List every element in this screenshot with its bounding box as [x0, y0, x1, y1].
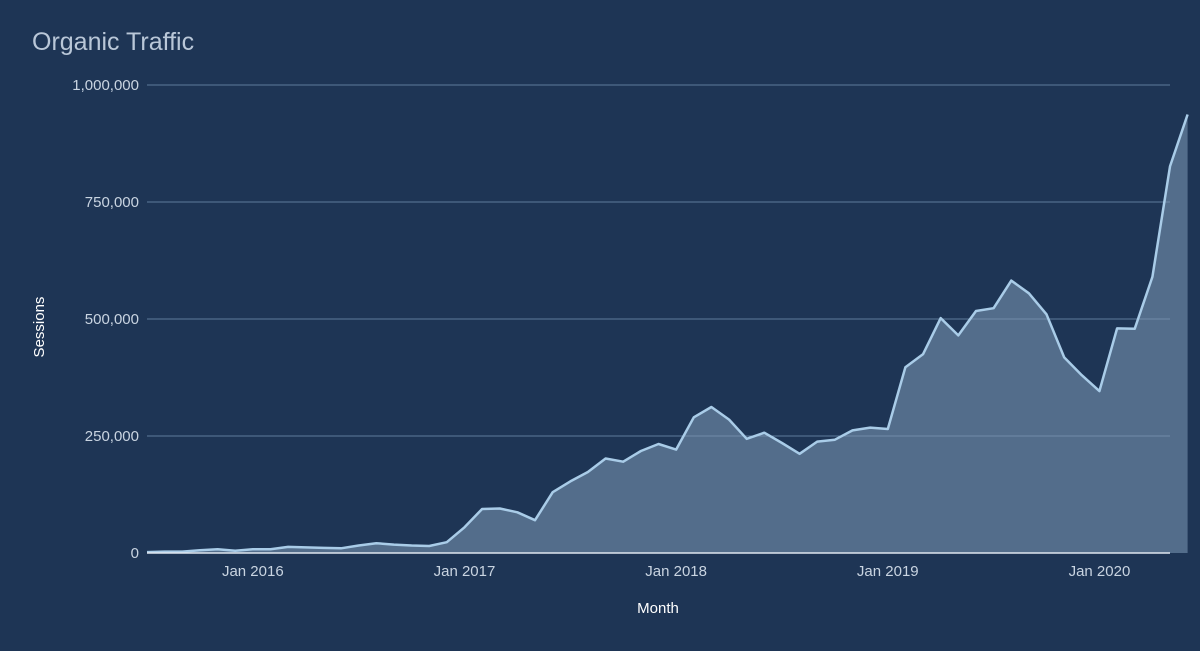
y-tick-label: 750,000 [85, 194, 139, 211]
y-tick-label: 500,000 [85, 311, 139, 328]
x-axis-label: Month [637, 600, 679, 617]
series-area-fill [147, 114, 1188, 553]
y-tick-label: 1,000,000 [72, 77, 139, 94]
y-tick-label: 250,000 [85, 428, 139, 445]
x-tick-label: Jan 2016 [222, 563, 284, 580]
y-axis-label: Sessions [31, 297, 48, 358]
x-axis-ticks: Jan 2016 Jan 2017 Jan 2018 Jan 2019 Jan 2020 [222, 563, 1130, 580]
series-line [146, 114, 1189, 554]
y-tick-label: 0 [131, 545, 139, 562]
x-tick-label: Jan 2017 [434, 563, 496, 580]
x-tick-label: Jan 2020 [1069, 563, 1131, 580]
y-axis-ticks: 0 250,000 500,000 750,000 1,000,000 [72, 77, 139, 562]
x-tick-label: Jan 2019 [857, 563, 919, 580]
x-tick-label: Jan 2018 [645, 563, 707, 580]
chart-title: Organic Traffic [32, 28, 194, 56]
